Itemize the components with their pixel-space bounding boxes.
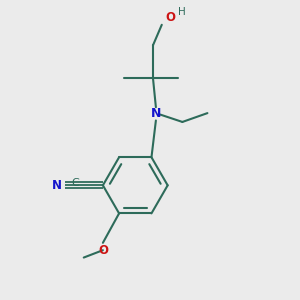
Text: N: N	[151, 106, 161, 120]
Text: N: N	[52, 179, 62, 192]
Text: H: H	[178, 7, 186, 16]
Text: C: C	[71, 178, 79, 188]
Text: O: O	[165, 11, 175, 24]
Text: O: O	[98, 244, 108, 257]
